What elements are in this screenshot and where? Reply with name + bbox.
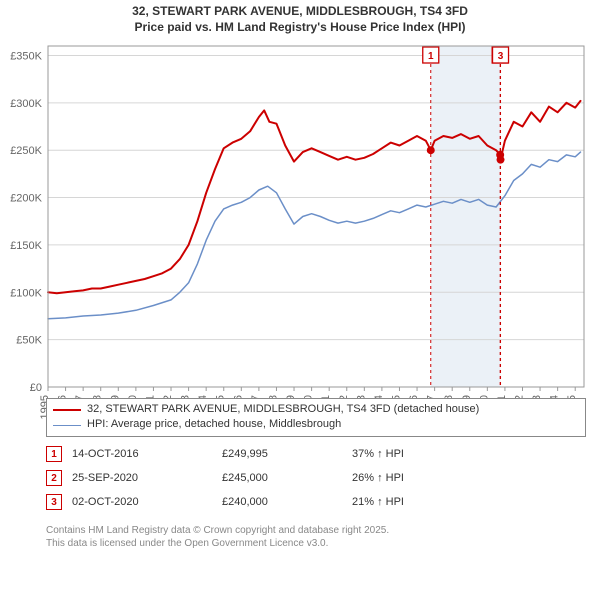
sale-price: £245,000 (222, 472, 342, 484)
sale-price: £240,000 (222, 496, 342, 508)
plot-area: £0£50K£100K£150K£200K£250K£300K£350K1995… (46, 44, 586, 389)
sale-marker-badge: 2 (46, 470, 62, 486)
sale-marker-badge: 3 (46, 494, 62, 510)
sale-marker-badge: 1 (46, 446, 62, 462)
sales-table: 1 14-OCT-2016 £249,995 37% ↑ HPI 2 25-SEP-202… (46, 442, 586, 514)
sale-hpi-delta: 26% ↑ HPI (352, 472, 512, 484)
plot-border (48, 46, 584, 387)
sale-hpi-delta: 21% ↑ HPI (352, 496, 512, 508)
sale-marker-number: 3 (498, 51, 504, 62)
sale-marker-number: 1 (428, 51, 434, 62)
sale-hpi-delta: 37% ↑ HPI (352, 448, 512, 460)
y-tick-label: £50K (16, 335, 42, 347)
y-tick-label: £100K (10, 287, 42, 299)
chart-container: 32, STEWART PARK AVENUE, MIDDLESBROUGH, … (0, 0, 600, 590)
y-tick-label: £250K (10, 145, 42, 157)
sale-row: 1 14-OCT-2016 £249,995 37% ↑ HPI (46, 442, 586, 466)
legend-swatch (53, 409, 81, 411)
footer-line-1: Contains HM Land Registry data © Crown c… (46, 524, 586, 537)
sale-date: 25-SEP-2020 (72, 472, 212, 484)
legend-row: HPI: Average price, detached house, Midd… (53, 417, 579, 432)
y-tick-label: £350K (10, 50, 42, 62)
legend-swatch (53, 425, 81, 426)
y-tick-label: £300K (10, 98, 42, 110)
footer-line-2: This data is licensed under the Open Gov… (46, 537, 586, 550)
sale-date: 14-OCT-2016 (72, 448, 212, 460)
legend-label: 32, STEWART PARK AVENUE, MIDDLESBROUGH, … (87, 402, 479, 417)
title-line-1: 32, STEWART PARK AVENUE, MIDDLESBROUGH, … (8, 4, 592, 20)
sale-date: 02-OCT-2020 (72, 496, 212, 508)
y-tick-label: £200K (10, 193, 42, 205)
sale-price: £249,995 (222, 448, 342, 460)
y-tick-label: £150K (10, 240, 42, 252)
sale-marker-dot (427, 146, 435, 154)
footer-attribution: Contains HM Land Registry data © Crown c… (46, 524, 586, 550)
y-tick-label: £0 (30, 382, 42, 394)
line-chart-svg: £0£50K£100K£150K£200K£250K£300K£350K1995… (46, 44, 586, 389)
legend-label: HPI: Average price, detached house, Midd… (87, 417, 341, 432)
title-block: 32, STEWART PARK AVENUE, MIDDLESBROUGH, … (0, 0, 600, 37)
legend-box: 32, STEWART PARK AVENUE, MIDDLESBROUGH, … (46, 398, 586, 437)
legend-row: 32, STEWART PARK AVENUE, MIDDLESBROUGH, … (53, 402, 579, 417)
ownership-shaded-region (431, 46, 501, 387)
sale-row: 2 25-SEP-2020 £245,000 26% ↑ HPI (46, 466, 586, 490)
sale-row: 3 02-OCT-2020 £240,000 21% ↑ HPI (46, 490, 586, 514)
title-line-2: Price paid vs. HM Land Registry's House … (8, 20, 592, 36)
sale-marker-dot (497, 156, 505, 164)
